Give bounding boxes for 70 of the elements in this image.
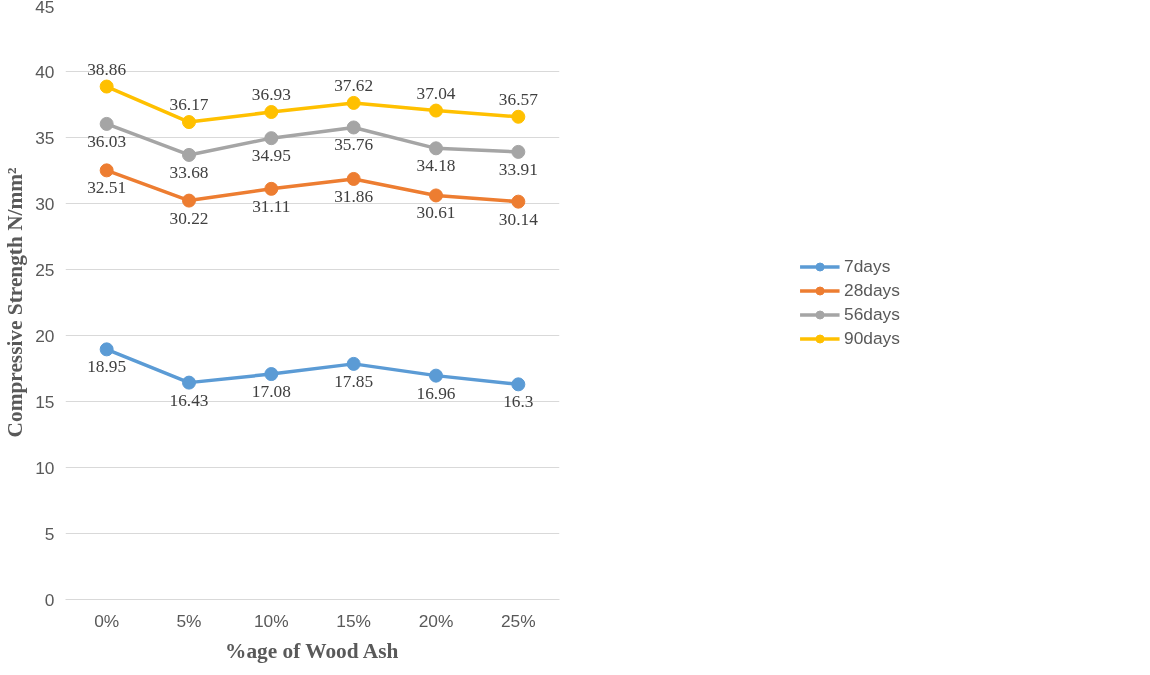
x-tick-label: 10% bbox=[253, 610, 289, 631]
point bbox=[511, 194, 526, 209]
data-label: 30.22 bbox=[169, 208, 209, 228]
data-label: 18.95 bbox=[87, 357, 127, 377]
data-label: 32.51 bbox=[87, 178, 127, 198]
y-tick-label: 5 bbox=[44, 523, 55, 544]
x-tick-label: 5% bbox=[176, 610, 202, 631]
x-tick-label: 20% bbox=[418, 610, 454, 631]
legend-label: 7days bbox=[844, 255, 891, 277]
x-tick-label: 15% bbox=[336, 610, 372, 631]
x-tick-label: 25% bbox=[500, 610, 536, 631]
data-label: 37.62 bbox=[334, 75, 374, 95]
data-label: 31.11 bbox=[252, 196, 291, 216]
data-label: 36.03 bbox=[87, 131, 127, 151]
data-label: 34.18 bbox=[416, 156, 456, 176]
data-label: 31.86 bbox=[334, 186, 374, 206]
point bbox=[182, 115, 196, 130]
data-label: 16.3 bbox=[503, 392, 534, 412]
data-label: 38.86 bbox=[87, 59, 127, 79]
legend-label: 56days bbox=[844, 303, 900, 325]
point bbox=[264, 367, 279, 382]
data-label: 30.61 bbox=[416, 203, 456, 223]
point bbox=[429, 141, 443, 156]
y-tick-label: 45 bbox=[35, 0, 55, 17]
point bbox=[346, 356, 361, 371]
point bbox=[99, 342, 114, 357]
data-label: 16.43 bbox=[169, 390, 209, 410]
point bbox=[264, 105, 279, 120]
y-axis-title: Compressive Strength N/mm² bbox=[3, 167, 28, 438]
data-label: 33.91 bbox=[498, 159, 538, 179]
point bbox=[264, 181, 279, 196]
data-label: 17.85 bbox=[334, 371, 374, 391]
y-tick-label: 30 bbox=[35, 193, 55, 214]
y-tick-label: 25 bbox=[35, 259, 55, 280]
point bbox=[182, 375, 196, 390]
point bbox=[182, 147, 196, 162]
y-tick-label: 10 bbox=[35, 457, 55, 478]
point bbox=[511, 144, 526, 159]
legend-label: 90days bbox=[844, 327, 900, 349]
point bbox=[182, 193, 196, 208]
legend-label: 28days bbox=[844, 279, 900, 301]
point bbox=[429, 103, 443, 118]
data-label: 36.93 bbox=[251, 85, 291, 105]
y-tick-label: 20 bbox=[35, 325, 55, 346]
point bbox=[429, 188, 443, 203]
data-label: 30.14 bbox=[498, 209, 539, 229]
data-label: 33.68 bbox=[169, 162, 209, 182]
data-label: 37.04 bbox=[416, 83, 456, 103]
data-label: 17.08 bbox=[251, 382, 291, 402]
point bbox=[511, 377, 526, 392]
point bbox=[346, 120, 361, 135]
point bbox=[429, 368, 443, 383]
point bbox=[99, 116, 114, 131]
data-label: 36.17 bbox=[169, 95, 209, 115]
data-label: 16.96 bbox=[416, 383, 456, 403]
y-tick-label: 0 bbox=[44, 589, 55, 610]
y-tick-label: 40 bbox=[35, 61, 55, 82]
point bbox=[99, 79, 114, 94]
data-label: 36.57 bbox=[498, 89, 539, 109]
data-label: 35.76 bbox=[334, 135, 374, 155]
point bbox=[99, 163, 114, 178]
point bbox=[264, 131, 279, 146]
y-tick-label: 35 bbox=[35, 127, 55, 148]
y-tick-label: 15 bbox=[35, 391, 55, 412]
point bbox=[511, 109, 526, 124]
x-axis-title: %age of Wood Ash bbox=[225, 638, 399, 663]
data-label: 34.95 bbox=[251, 146, 291, 166]
point bbox=[346, 95, 361, 110]
point bbox=[346, 171, 361, 186]
x-tick-label: 0% bbox=[94, 610, 120, 631]
